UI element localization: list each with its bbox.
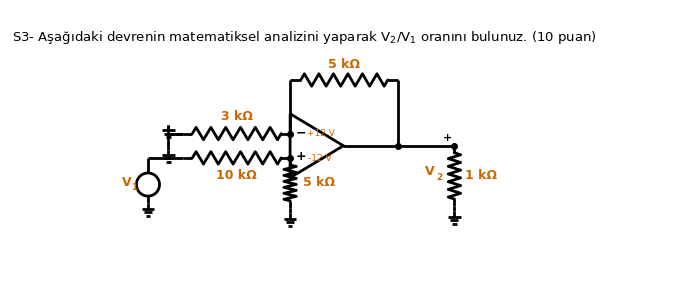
Text: 1 kΩ: 1 kΩ [465,169,497,182]
Text: -12 V: -12 V [308,154,331,163]
Text: +: + [443,133,452,143]
Text: −: − [296,126,306,139]
Text: 1: 1 [131,183,137,192]
Text: +12 V: +12 V [307,129,335,138]
Text: V: V [425,165,435,178]
Text: S3- Aşağıdaki devrenin matematiksel analizini yaparak $\mathregular{V_2/V_1}$ or: S3- Aşağıdaki devrenin matematiksel anal… [12,29,597,46]
Text: +: + [296,151,306,164]
Text: 5 kΩ: 5 kΩ [302,176,335,189]
Text: V: V [122,176,132,189]
Text: 2: 2 [436,173,442,182]
Text: 3 kΩ: 3 kΩ [221,110,252,123]
Text: 5 kΩ: 5 kΩ [328,58,360,71]
Text: 10 kΩ: 10 kΩ [217,169,257,182]
